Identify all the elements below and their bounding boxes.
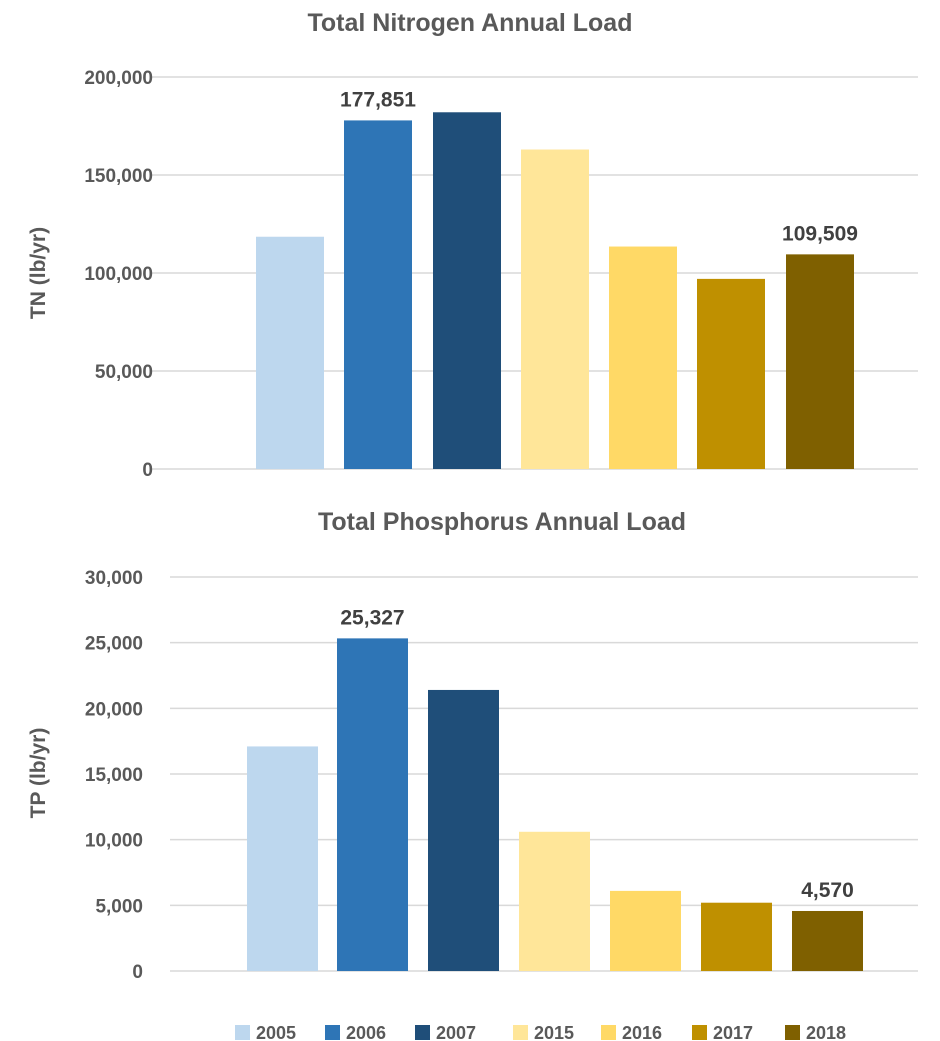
phosphorus-y-ticks: 0 5,000 10,000 15,000 20,000 25,000 30,000 <box>85 568 143 983</box>
legend-label: 2017 <box>713 1023 753 1041</box>
legend-item-2005: 2005 <box>235 1023 296 1041</box>
legend-swatch <box>601 1025 616 1040</box>
phosphorus-y-tick-label: 10,000 <box>85 831 143 852</box>
nitrogen-chart-title: Total Nitrogen Annual Load <box>308 9 633 37</box>
legend-swatch <box>785 1025 800 1040</box>
legend-item-2016: 2016 <box>601 1023 662 1041</box>
legend-item-2015: 2015 <box>513 1023 574 1041</box>
legend-label: 2018 <box>806 1023 846 1041</box>
phosphorus-y-tick-label: 30,000 <box>85 568 143 589</box>
phosphorus-y-axis-label: TP (lb/yr) <box>27 728 50 819</box>
phosphorus-bar-2017 <box>701 902 772 971</box>
legend-label: 2005 <box>256 1023 296 1041</box>
nitrogen-bar-2005 <box>256 236 324 469</box>
legend-swatch <box>235 1025 250 1040</box>
nitrogen-y-tick-label: 0 <box>142 460 153 481</box>
phosphorus-y-tick-label: 20,000 <box>85 699 143 720</box>
phosphorus-bars <box>247 638 863 971</box>
phosphorus-bar-2006 <box>337 638 408 971</box>
nitrogen-bar-2018 <box>786 254 854 469</box>
legend-label: 2016 <box>622 1023 662 1041</box>
phosphorus-y-tick-label: 15,000 <box>85 765 143 786</box>
nitrogen-data-labels: 177,851 109,509 <box>340 88 858 245</box>
phosphorus-bar-2015 <box>519 831 590 971</box>
legend-swatch <box>692 1025 707 1040</box>
nitrogen-bar-2006 <box>344 120 412 469</box>
legend-item-2017: 2017 <box>692 1023 753 1041</box>
nitrogen-bar-2015 <box>521 149 589 469</box>
nitrogen-bar-2017 <box>697 278 765 469</box>
legend-label: 2015 <box>534 1023 574 1041</box>
phosphorus-bar-2016 <box>610 890 681 971</box>
legend-item-2018: 2018 <box>785 1023 846 1041</box>
nitrogen-bar-2016 <box>609 246 677 469</box>
legend-label: 2007 <box>436 1023 476 1041</box>
phosphorus-y-tick-label: 0 <box>132 962 143 983</box>
legend-swatch <box>325 1025 340 1040</box>
nitrogen-chart: Total Nitrogen Annual Load TN (lb/yr) 0 5… <box>27 9 918 481</box>
phosphorus-y-tick-label: 5,000 <box>95 896 143 917</box>
nitrogen-y-axis-label: TN (lb/yr) <box>27 227 50 319</box>
phosphorus-y-tick-label: 25,000 <box>85 634 143 655</box>
nitrogen-bars <box>256 112 854 469</box>
legend-item-2007: 2007 <box>415 1023 476 1041</box>
phosphorus-bar-2018 <box>792 910 863 971</box>
phosphorus-chart-title: Total Phosphorus Annual Load <box>318 508 686 536</box>
nitrogen-y-tick-label: 100,000 <box>84 264 153 285</box>
legend-swatch <box>513 1025 528 1040</box>
phosphorus-chart: Total Phosphorus Annual Load TP (lb/yr) … <box>27 508 918 983</box>
nitrogen-data-label-2018: 109,509 <box>782 222 858 245</box>
nitrogen-y-tick-label: 50,000 <box>95 362 153 383</box>
nitrogen-data-label-2006: 177,851 <box>340 88 416 111</box>
legend-swatch <box>415 1025 430 1040</box>
nitrogen-y-tick-label: 200,000 <box>84 68 153 89</box>
legend-item-2006: 2006 <box>325 1023 386 1041</box>
nitrogen-bar-2007 <box>433 112 501 469</box>
chart-legend: 2005 2006 2007 2015 2016 2017 2018 <box>235 1023 846 1041</box>
phosphorus-bar-2005 <box>247 746 318 971</box>
phosphorus-data-label-2006: 25,327 <box>340 606 404 629</box>
nitrogen-y-tick-label: 150,000 <box>84 166 153 187</box>
legend-label: 2006 <box>346 1023 386 1041</box>
phosphorus-data-labels: 25,327 4,570 <box>340 606 853 902</box>
phosphorus-data-label-2018: 4,570 <box>801 879 854 902</box>
nitrogen-y-ticks: 0 50,000 100,000 150,000 200,000 <box>84 68 153 481</box>
phosphorus-bar-2007 <box>428 689 499 971</box>
